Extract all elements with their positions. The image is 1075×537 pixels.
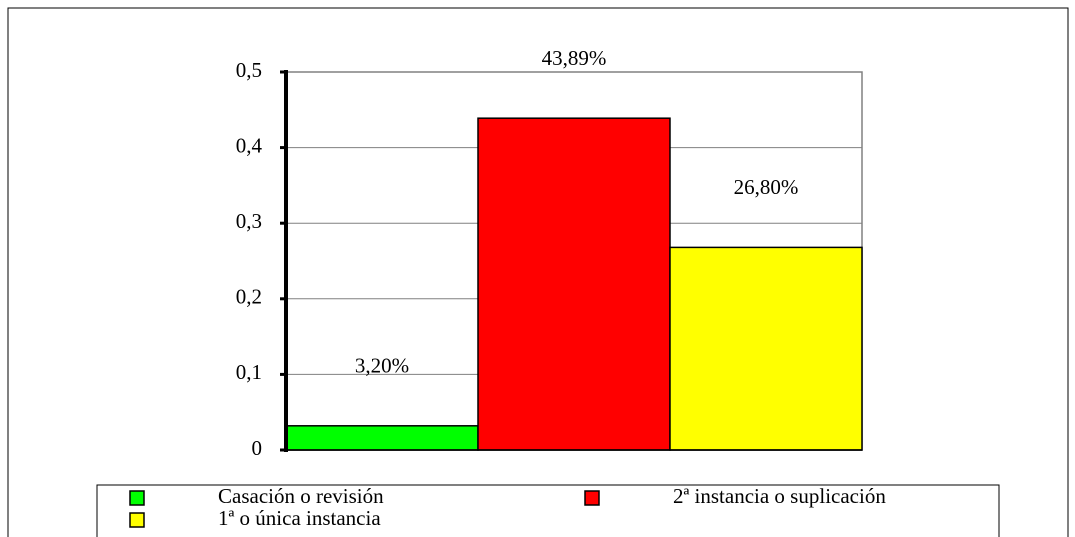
y-tick-label: 0	[252, 436, 263, 460]
legend-label: 1ª o única instancia	[218, 506, 381, 530]
value-label: 3,20%	[355, 354, 409, 378]
y-tick-label: 0,5	[236, 58, 262, 82]
chart-frame	[7, 7, 1069, 537]
y-tick-label: 0,4	[236, 133, 263, 157]
bar	[477, 117, 671, 451]
bar	[669, 246, 863, 451]
value-label: 43,89%	[542, 46, 607, 70]
y-tick-label: 0,2	[236, 285, 262, 309]
legend-box	[96, 484, 1000, 537]
legend-swatch	[129, 490, 145, 506]
bar	[285, 425, 479, 451]
legend-swatch	[129, 512, 145, 528]
y-tick-label: 0,1	[236, 360, 262, 384]
y-tick-label: 0,3	[236, 209, 262, 233]
legend-label: 2ª instancia o suplicación	[673, 484, 886, 508]
legend-swatch	[584, 490, 600, 506]
value-label: 26,80%	[734, 175, 799, 199]
legend-label: Casación o revisión	[218, 484, 384, 508]
